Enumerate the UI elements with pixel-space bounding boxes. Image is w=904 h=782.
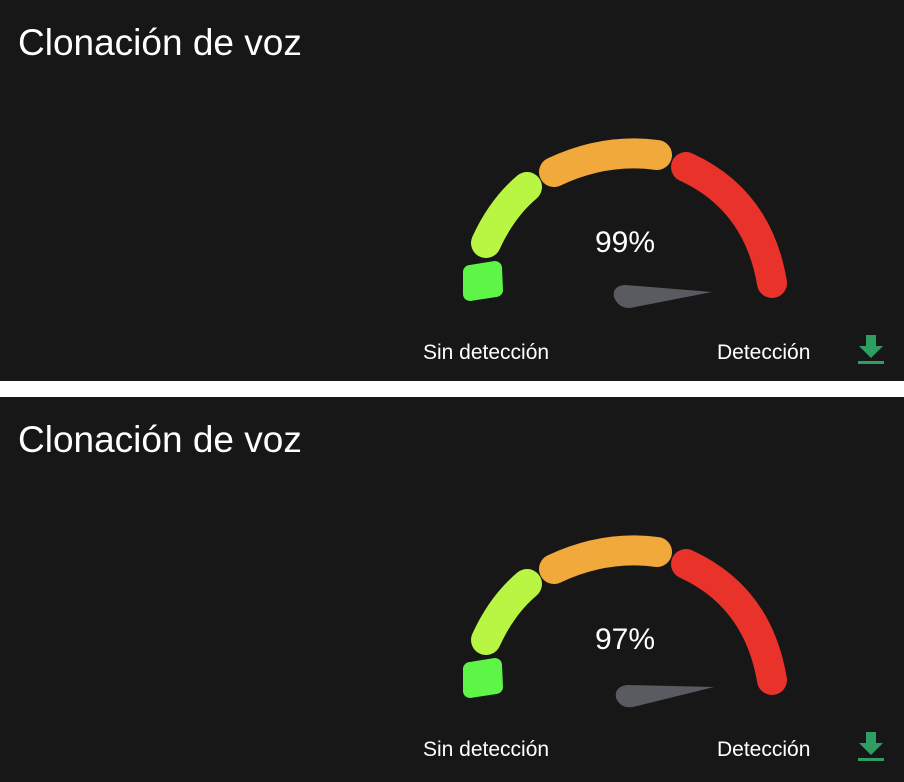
gauge-segment-mid (471, 172, 542, 258)
gauge-segment-critical (671, 549, 787, 695)
card-title: Clonación de voz (18, 419, 302, 460)
download-icon[interactable] (856, 731, 886, 763)
gauge-segment-critical (671, 152, 787, 298)
gauge-segment-mid (471, 569, 542, 655)
download-icon[interactable] (856, 334, 886, 366)
detection-label: Detección (717, 341, 811, 364)
percentage-value: 97% (594, 623, 656, 656)
gauge-segment-high (539, 535, 672, 584)
risk-gauge (463, 138, 787, 308)
detection-label: Detección (717, 738, 811, 761)
no-detection-label: Sin detección (423, 738, 550, 761)
no-detection-label: Sin detección (423, 341, 550, 364)
card-title: Clonación de voz (18, 22, 302, 63)
risk-gauge (463, 535, 787, 708)
voice-clone-card: Clonación de voz 97% Sin detección Detec… (0, 397, 904, 782)
gauge-segment-high (539, 138, 672, 187)
voice-clone-card: Clonación de voz 99% Sin detección Detec… (0, 0, 904, 381)
percentage-value: 99% (594, 226, 656, 259)
gauge-needle (613, 285, 712, 308)
gauge-needle (615, 685, 714, 708)
gauge-segment-low (463, 658, 503, 698)
gauge-segment-low (463, 261, 503, 301)
